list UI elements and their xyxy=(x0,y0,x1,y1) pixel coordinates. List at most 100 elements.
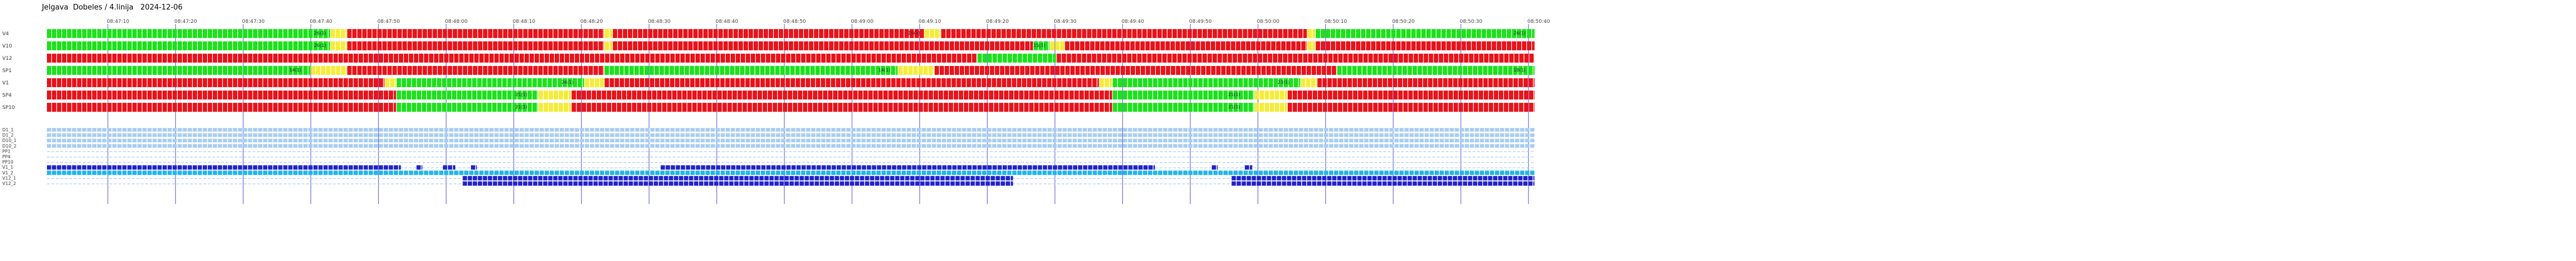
signal-cell xyxy=(1507,29,1511,38)
detector-pulse xyxy=(558,175,563,181)
detector-cell xyxy=(298,133,303,137)
signal-cell xyxy=(1122,91,1127,99)
signal-cell xyxy=(384,103,388,112)
detector-cell xyxy=(1153,133,1158,137)
signal-cell xyxy=(437,66,442,75)
detector-pulse xyxy=(764,175,769,181)
detector-pulse xyxy=(1001,175,1005,181)
detector-pulse xyxy=(1483,175,1488,181)
detector-pulse xyxy=(776,170,780,175)
detector-pulse xyxy=(791,165,796,170)
signal-cell xyxy=(1413,54,1418,63)
detector-pulse xyxy=(1493,181,1498,186)
detector-cell xyxy=(1193,133,1198,137)
detector-cell xyxy=(1143,133,1147,137)
signal-cell xyxy=(612,91,616,99)
detector-cell xyxy=(791,144,796,148)
signal-cell xyxy=(384,54,388,63)
signal-cell xyxy=(87,91,92,99)
signal-cell xyxy=(805,66,810,75)
detector-pulse xyxy=(734,175,739,181)
signal-cell xyxy=(750,78,755,87)
detector-cell xyxy=(831,139,836,143)
detector-cell xyxy=(1002,133,1007,137)
detector-cell xyxy=(1319,144,1323,148)
detector-cell xyxy=(1530,144,1535,148)
detector-pulse xyxy=(654,181,658,186)
detector-cell xyxy=(1078,128,1082,132)
signal-cell xyxy=(97,66,102,75)
signal-cell xyxy=(447,66,453,75)
detector-pulse xyxy=(102,165,107,170)
signal-cell xyxy=(632,103,636,112)
signal-cell xyxy=(615,78,620,87)
signal-cell xyxy=(1318,54,1323,63)
detector-pulse xyxy=(518,181,522,186)
signal-cell xyxy=(417,41,422,50)
detector-pulse xyxy=(830,175,834,181)
signal-cell xyxy=(928,66,933,75)
detector-cell xyxy=(1500,144,1504,148)
signal-cell xyxy=(1468,91,1473,99)
signal-cell xyxy=(1398,54,1403,63)
signal-cell xyxy=(395,78,396,87)
signal-cell xyxy=(1529,78,1533,87)
detector-cell xyxy=(1485,133,1489,137)
signal-cell xyxy=(77,54,82,63)
signal-cell xyxy=(1298,54,1303,63)
signal-cell xyxy=(1378,78,1382,87)
signal-cell xyxy=(1316,29,1320,38)
detector-pulse xyxy=(1246,181,1251,186)
detector-cell xyxy=(1239,144,1243,148)
signal-cell xyxy=(706,54,710,63)
signal-cell xyxy=(663,41,668,50)
signal-cell xyxy=(1472,29,1476,38)
signal-cell xyxy=(879,29,884,38)
signal-cell xyxy=(1307,41,1312,50)
signal-cell xyxy=(1341,29,1345,38)
signal-cell xyxy=(1061,29,1066,38)
signal-cell xyxy=(893,103,898,112)
signal-cell xyxy=(976,29,981,38)
detector-row-pp4: PP4 xyxy=(2,154,1535,159)
detector-pulse xyxy=(962,165,967,170)
detector-cell xyxy=(1279,144,1283,148)
detector-cell xyxy=(1399,133,1404,137)
signal-cell xyxy=(354,103,358,112)
signal-cell xyxy=(92,54,97,63)
detector-pulse xyxy=(970,175,975,181)
detector-cell xyxy=(877,144,881,148)
detector-pulse xyxy=(268,170,273,175)
detector-pulse xyxy=(585,170,589,175)
signal-cell xyxy=(330,29,335,38)
detector-cell xyxy=(107,133,112,137)
detector-pulse xyxy=(821,165,826,170)
detector-cell xyxy=(922,139,926,143)
signal-cell xyxy=(615,66,620,75)
signal-cell xyxy=(628,29,632,38)
signal-cell xyxy=(1251,66,1256,75)
detector-cell xyxy=(1193,144,1198,148)
signal-cell xyxy=(228,91,232,99)
signal-cell xyxy=(1007,54,1012,63)
signal-cell xyxy=(112,103,117,112)
detector-cell xyxy=(354,133,358,137)
detector-cell xyxy=(173,128,177,132)
detector-cell xyxy=(293,133,298,137)
detector-cell xyxy=(1410,139,1414,143)
detector-pulse xyxy=(318,170,323,175)
signal-cell xyxy=(652,103,656,112)
detector-pulse xyxy=(877,165,882,170)
detector-pulse xyxy=(1163,170,1168,175)
signal-cell xyxy=(1507,41,1511,50)
signal-cell xyxy=(954,103,958,112)
signal-cell xyxy=(1029,91,1034,99)
detector-cell xyxy=(721,139,725,143)
detector-pulse xyxy=(1500,170,1504,175)
detector-pulse xyxy=(846,165,851,170)
detector-pulse xyxy=(173,170,177,175)
signal-cell xyxy=(1087,54,1092,63)
signal-cell xyxy=(678,29,683,38)
detector-pulse xyxy=(1329,170,1334,175)
signal-cell xyxy=(1368,54,1373,63)
